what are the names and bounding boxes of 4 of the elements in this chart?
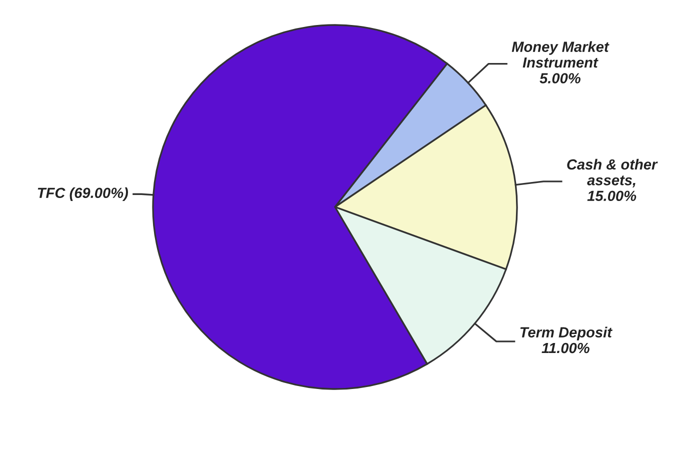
slice-label: Term Deposit 11.00%: [520, 326, 612, 354]
slice-label: Cash & other assets, 15.00%: [567, 158, 658, 202]
slice-label: Money Market Instrument 5.00%: [512, 41, 610, 84]
slice-label: TFC (69.00%): [38, 187, 128, 201]
